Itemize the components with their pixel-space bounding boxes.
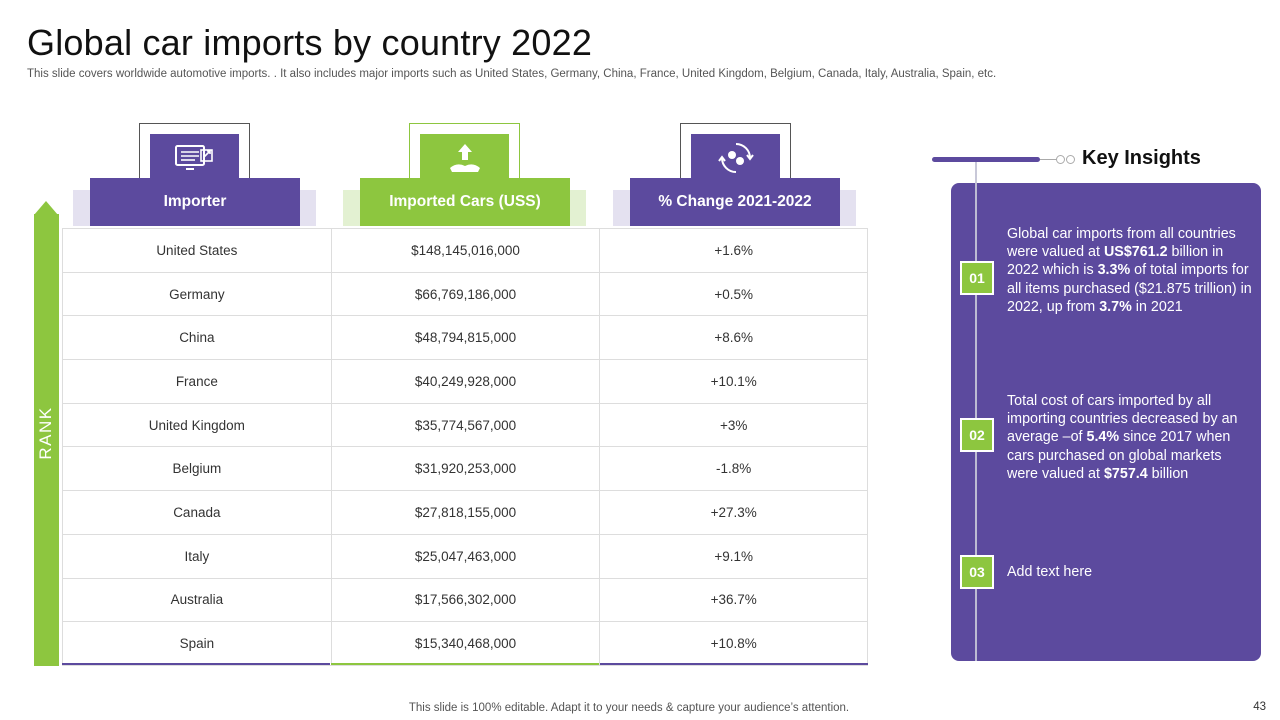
table-row: Belgium $31,920,253,000 -1.8% <box>62 447 869 492</box>
cell-importer: Spain <box>62 622 331 665</box>
insight-fragment: in 2021 <box>1131 298 1183 315</box>
cell-percent-change: +0.5% <box>599 272 869 316</box>
cell-importer: United Kingdom <box>62 403 331 447</box>
page-number: 43 <box>1253 701 1266 713</box>
cell-imported-value: $25,047,463,000 <box>330 534 600 578</box>
insight-badge-3: 03 <box>960 555 994 589</box>
insight-highlight: 3.7% <box>1099 298 1132 315</box>
importer-icon-frame <box>139 123 250 182</box>
cell-imported-value: $17,566,302,000 <box>330 578 600 622</box>
cell-percent-change: -1.8% <box>599 447 869 491</box>
insight-fragment: Total cost of cars imported by all impor… <box>1007 393 1238 446</box>
cell-percent-change: +10.1% <box>599 360 869 403</box>
cell-percent-change: +27.3% <box>599 491 869 534</box>
rank-arrow-tip <box>34 201 58 215</box>
slide-subtitle: This slide covers worldwide automotive i… <box>27 68 997 80</box>
table-row: Italy $25,047,463,000 +9.1% <box>62 534 869 579</box>
table-bottom-accent-2 <box>331 663 599 665</box>
cell-importer: Germany <box>62 272 331 316</box>
cell-percent-change: +1.6% <box>599 229 869 272</box>
cell-percent-change: +36.7% <box>599 578 869 622</box>
cell-percent-change: +9.1% <box>599 534 869 578</box>
hand-arrow-icon <box>449 144 480 172</box>
cell-imported-value: $31,920,253,000 <box>330 447 600 491</box>
cell-importer: France <box>62 360 331 403</box>
insight-highlight: $757.4 <box>1103 465 1148 482</box>
cell-importer: Canada <box>62 491 331 534</box>
table-bottom-accent-3 <box>600 663 868 665</box>
insights-accent-line <box>932 157 1040 162</box>
footer-note: This slide is 100% editable. Adapt it to… <box>408 702 850 714</box>
insight-fragment: billion <box>1147 465 1189 482</box>
gear-cycle-icon <box>717 143 754 173</box>
insight-badge-2: 02 <box>960 418 994 452</box>
cell-imported-value: $35,774,567,000 <box>330 403 600 447</box>
insight-fragment: of total imports for all items purchased… <box>1007 262 1252 315</box>
rank-label: RANK <box>36 406 55 460</box>
cell-percent-change: +10.8% <box>599 622 869 665</box>
imported-cars-icon-frame <box>409 123 520 182</box>
table-bottom-accent-1 <box>62 663 330 665</box>
insights-panel <box>951 183 1261 661</box>
cell-importer: Australia <box>62 578 331 622</box>
cell-percent-change: +3% <box>599 403 869 447</box>
cell-importer: China <box>62 316 331 360</box>
cell-importer: United States <box>62 229 331 272</box>
insights-title: Key Insights <box>1082 147 1201 169</box>
header-percent-change: % Change 2021-2022 <box>630 178 840 226</box>
insights-thin-line <box>1040 159 1058 160</box>
table-row: France $40,249,928,000 +10.1% <box>62 360 869 404</box>
cell-imported-value: $66,769,186,000 <box>330 272 600 316</box>
cell-importer: Belgium <box>62 447 331 491</box>
insights-dot-2 <box>1066 155 1075 164</box>
table-row: United States $148,145,016,000 +1.6% <box>62 229 869 273</box>
table-row: Germany $66,769,186,000 +0.5% <box>62 272 869 317</box>
change-icon-frame <box>680 123 791 182</box>
insight-text-1: Global car imports from all countries we… <box>1007 225 1252 316</box>
cell-imported-value: $48,794,815,000 <box>330 316 600 360</box>
insight-fragment: billion in 2022 which is <box>1007 244 1224 279</box>
header-imported-cars: Imported Cars (USS) <box>360 178 570 226</box>
insight-text-3: Add text here <box>1007 563 1252 581</box>
table-row: Spain $15,340,468,000 +10.8% <box>62 622 869 666</box>
cell-imported-value: $148,145,016,000 <box>330 229 600 272</box>
insights-dot-1 <box>1056 155 1065 164</box>
cell-imported-value: $40,249,928,000 <box>330 360 600 403</box>
imports-table: United States $148,145,016,000 +1.6% German… <box>62 228 869 666</box>
slide-title: Global car imports by country 2022 <box>27 22 593 63</box>
table-row: Canada $27,818,155,000 +27.3% <box>62 491 869 535</box>
cell-imported-value: $15,340,468,000 <box>330 622 600 665</box>
insight-fragment: Global car imports from all countries we… <box>1007 226 1236 261</box>
insight-fragment: Add text here <box>1007 564 1093 580</box>
insight-highlight: 5.4% <box>1086 429 1120 446</box>
insight-highlight: 3.3% <box>1097 262 1131 279</box>
table-row: United Kingdom $35,774,567,000 +3% <box>62 403 869 448</box>
header-importer: Importer <box>90 178 300 226</box>
cell-percent-change: +8.6% <box>599 316 869 360</box>
cell-importer: Italy <box>62 534 331 578</box>
insight-badge-1: 01 <box>960 261 994 295</box>
insight-fragment: since 2017 when cars purchased on global… <box>1007 429 1231 482</box>
rank-arrow <box>34 214 59 666</box>
table-row: China $48,794,815,000 +8.6% <box>62 316 869 361</box>
cell-imported-value: $27,818,155,000 <box>330 491 600 534</box>
table-row: Australia $17,566,302,000 +36.7% <box>62 578 869 623</box>
insight-text-2: Total cost of cars imported by all impor… <box>1007 392 1252 483</box>
insight-highlight: US$761.2 <box>1103 244 1168 261</box>
monitor-share-icon <box>174 145 213 170</box>
